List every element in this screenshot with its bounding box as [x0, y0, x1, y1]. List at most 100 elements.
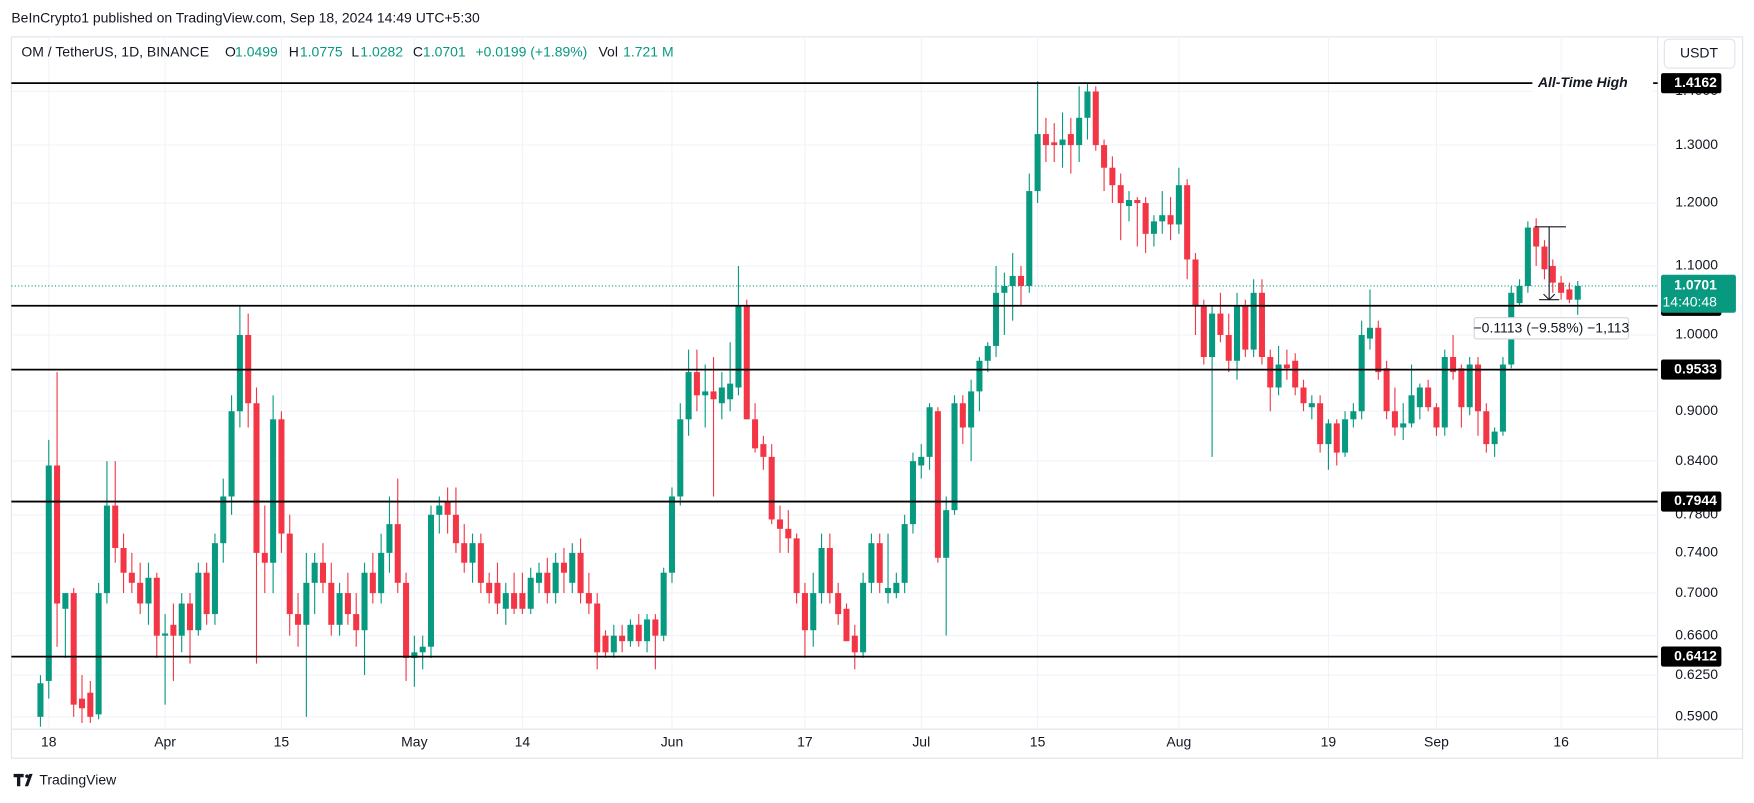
candle-body	[1375, 327, 1382, 373]
candle-body	[1217, 313, 1224, 335]
candle-body	[1566, 289, 1573, 300]
candle-body	[727, 383, 734, 400]
x-tick-label: 17	[797, 733, 813, 749]
candle-body	[1051, 142, 1058, 146]
candle-body	[1499, 364, 1506, 432]
candle-body	[236, 334, 243, 412]
candle-body	[818, 548, 825, 594]
candle-body	[37, 683, 44, 717]
candle-body	[278, 419, 285, 534]
candle-body	[984, 345, 991, 361]
legend-key: H	[289, 43, 299, 59]
candle-body	[378, 552, 385, 594]
last-price-label: 1.0701	[1674, 277, 1717, 293]
x-tick-label: 15	[274, 733, 290, 749]
candle-body	[128, 572, 135, 583]
candle-body	[1474, 364, 1482, 412]
candle-body	[203, 572, 210, 615]
candle-body	[386, 524, 393, 553]
candle-body	[1067, 134, 1074, 146]
level-label: 0.6412	[1674, 647, 1717, 663]
candle-body	[527, 577, 534, 609]
candle-body	[1458, 368, 1465, 408]
candle-body	[1142, 203, 1149, 234]
candle-body	[693, 372, 700, 396]
candle-body	[1167, 215, 1174, 225]
candle-body	[577, 552, 584, 594]
candle-body	[1541, 246, 1548, 270]
candle-body	[552, 562, 559, 594]
candle-body	[87, 692, 94, 717]
y-tick-label: 1.2000	[1675, 194, 1718, 210]
candle-body	[519, 593, 526, 609]
candle-body	[826, 548, 833, 594]
candle-body	[710, 391, 717, 400]
candle-body	[1017, 275, 1025, 287]
candle-body	[1026, 191, 1033, 287]
currency-button[interactable]	[1663, 38, 1736, 69]
candle-body	[1350, 411, 1357, 420]
chart-frame	[10, 36, 1744, 759]
candle-body	[1283, 364, 1290, 369]
y-tick-label: 0.9000	[1675, 402, 1718, 418]
candle-body	[1533, 227, 1540, 247]
candle-body	[685, 372, 692, 420]
level-label: 0.7944	[1674, 492, 1717, 508]
candle-body	[968, 391, 975, 428]
candle-body	[1333, 423, 1340, 453]
brand: TradingView	[39, 771, 117, 787]
currency-label[interactable]: USDT	[1680, 44, 1718, 60]
candle-body	[178, 603, 185, 636]
candle-body	[1400, 423, 1407, 428]
legend-low: 1.0282	[360, 43, 403, 59]
candle-body	[943, 510, 950, 558]
candle-body	[735, 306, 742, 388]
candle-body	[1258, 292, 1265, 358]
candle-body	[461, 543, 468, 563]
candle-body	[452, 514, 459, 544]
candle-body	[1549, 266, 1556, 283]
candle-body	[1325, 423, 1332, 445]
candle-body	[220, 496, 227, 544]
candle-body	[851, 635, 858, 653]
x-tick-label: Sep	[1424, 733, 1449, 749]
candle-body	[1134, 200, 1141, 204]
candle-body	[286, 533, 293, 615]
last-price-box	[1660, 274, 1736, 313]
candle-body	[361, 572, 368, 631]
legend-change: +0.0199 (+1.89%)	[476, 43, 588, 59]
candle-body	[427, 514, 435, 647]
x-tick-label: Jun	[661, 733, 684, 749]
level-label-box	[1660, 359, 1722, 380]
candle-body	[1009, 275, 1016, 287]
x-tick-label: 18	[41, 733, 57, 749]
y-tick-label: 0.8400	[1675, 452, 1718, 468]
legend-key: L	[351, 43, 359, 59]
y-tick-label: 1.3000	[1675, 136, 1718, 152]
candle-body	[1416, 387, 1423, 408]
candle-body	[502, 593, 509, 609]
legend-key: C	[413, 43, 423, 59]
candle-body	[45, 465, 52, 681]
candle-body	[494, 582, 501, 604]
candle-body	[112, 505, 119, 549]
candle-body	[62, 593, 69, 609]
candle-body	[1425, 387, 1432, 408]
candle-body	[1383, 368, 1390, 412]
candle-body	[436, 505, 443, 515]
candle-body	[162, 633, 169, 636]
x-tick-label: 15	[1030, 733, 1046, 749]
candle-body	[1125, 200, 1133, 207]
candle-body	[411, 652, 418, 658]
candle-body	[261, 552, 268, 563]
countdown-label: 14:40:48	[1663, 293, 1718, 309]
candle-body	[1175, 185, 1182, 225]
x-tick-label: 19	[1321, 733, 1337, 749]
candle-body	[403, 582, 410, 658]
candle-body	[660, 572, 667, 636]
candle-body	[569, 552, 576, 583]
candle-body	[170, 624, 177, 636]
candle-body	[419, 646, 426, 653]
